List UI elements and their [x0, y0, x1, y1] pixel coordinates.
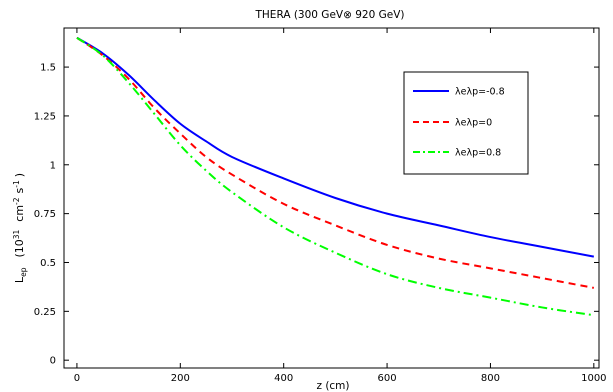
x-tick-label: 0: [74, 373, 80, 384]
legend-label: λeλp=-0.8: [455, 87, 505, 98]
y-tick-label: 0: [50, 356, 56, 367]
x-tick-label: 600: [378, 373, 397, 384]
x-axis: 0 200 400 600 800 1000: [74, 28, 607, 384]
y-tick-label: 1.5: [40, 63, 56, 74]
series-line-3: [76, 36, 594, 317]
y-axis-label: Lep(1031cm-2s-1): [12, 173, 28, 283]
y-tick-label: 0.75: [34, 209, 56, 220]
series-line-2: [76, 36, 595, 289]
series-line-1: [76, 36, 595, 258]
y-tick-label: 0.25: [34, 307, 56, 318]
x-tick-label: 1000: [581, 373, 606, 384]
plot-frame: [63, 27, 600, 369]
legend-label: λeλp=0: [455, 118, 492, 129]
y-tick-label: 1: [50, 160, 56, 171]
x-tick-label: 400: [274, 373, 293, 384]
x-tick-label: 800: [481, 373, 500, 384]
y-tick-label: 0.5: [40, 258, 56, 269]
x-axis-label: z (cm): [316, 380, 349, 392]
chart-title: THERA (300 GeV⊗ 920 GeV): [255, 9, 405, 21]
legend-box: [403, 71, 529, 175]
series-layer: [76, 36, 595, 317]
x-tick-label: 200: [171, 373, 190, 384]
y-tick-label: 1.25: [34, 111, 56, 122]
legend: λeλp=-0.8 λeλp=0 λeλp=0.8: [403, 71, 529, 175]
legend-label: λeλp=0.8: [455, 148, 501, 159]
y-axis: 0 0.25 0.5 0.75 1 1.25 1.5: [34, 63, 599, 367]
plot-area: [63, 27, 600, 369]
